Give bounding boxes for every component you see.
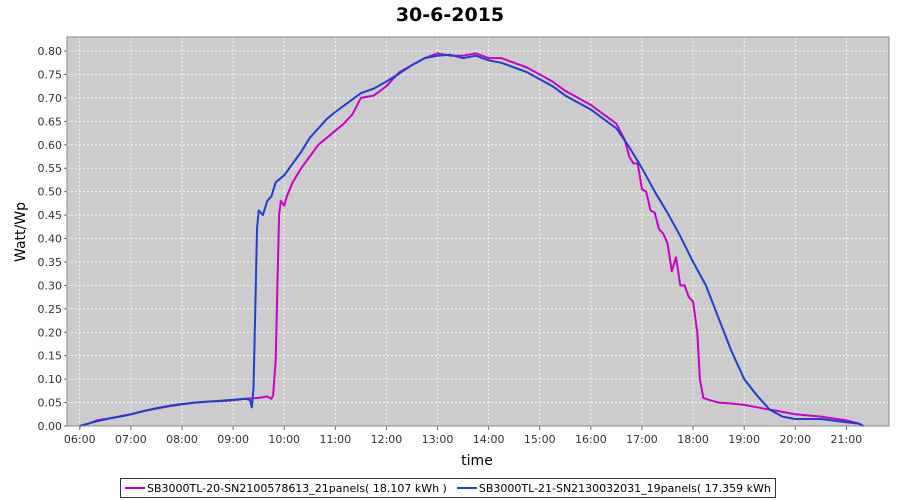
x-tick-label: 06:00 (64, 433, 96, 446)
series-line-2 (79, 53, 864, 427)
x-tick-label: 14:00 (473, 433, 505, 446)
x-tick-label: 12:00 (371, 433, 403, 446)
y-tick-label: 0.65 (38, 115, 63, 128)
x-tick-label: 15:00 (524, 433, 556, 446)
legend-item-series-1: SB3000TL-20-SN2100578613_21panels( 18.10… (125, 482, 447, 495)
legend-label-series-1: SB3000TL-20-SN2100578613_21panels( 18.10… (147, 481, 447, 495)
y-tick-label: 0.70 (38, 92, 63, 105)
x-tick-label: 09:00 (217, 433, 249, 446)
x-tick-label: 08:00 (166, 433, 198, 446)
y-tick-label: 0.75 (38, 68, 63, 81)
x-axis-label: time (461, 453, 493, 469)
y-tick-label: 0.20 (38, 326, 63, 339)
x-tick-label: 10:00 (268, 433, 300, 446)
plot-border (66, 36, 890, 427)
x-tick-label: 16:00 (575, 433, 607, 446)
legend-swatch-series-2 (456, 487, 477, 489)
y-tick-label: 0.80 (38, 45, 63, 58)
plot-area (66, 36, 890, 427)
y-tick-label: 0.30 (38, 279, 63, 292)
legend-swatch-series-1 (125, 487, 145, 489)
y-tick-label: 0.05 (38, 397, 63, 410)
y-tick-label: 0.50 (38, 186, 63, 199)
y-tick-label: 0.00 (38, 420, 63, 433)
x-tick-label: 13:00 (422, 433, 454, 446)
chart-svg: 30-6-2015 Watt/Wp time 0.000.050.100.150… (13, 4, 890, 469)
legend-item-series-2: SB3000TL-21-SN2130032031_19panels( 17.35… (456, 481, 776, 495)
legend-label-series-2: SB3000TL-21-SN2130032031_19panels( 17.35… (478, 481, 776, 495)
x-tick-label: 18:00 (677, 433, 709, 446)
y-tick-label: 0.35 (38, 256, 63, 269)
x-tick-label: 20:00 (779, 433, 811, 446)
legend: SB3000TL-20-SN2100578613_21panels( 18.10… (120, 478, 776, 498)
chart-title: 30-6-2015 (396, 4, 504, 26)
x-tick-label: 11:00 (319, 433, 351, 446)
y-axis-label: Watt/Wp (13, 202, 29, 262)
x-tick-label: 21:00 (831, 433, 863, 446)
y-tick-label: 0.15 (38, 350, 63, 363)
plot-layer: 0.00 0.05 0.10 0.15 0.20 0.25 0.30 0.35 0.40 0.45… (38, 36, 890, 446)
y-tick-label: 0.55 (38, 162, 63, 175)
y-tick-label: 0.60 (38, 139, 63, 152)
y-tick-label: 0.10 (38, 373, 63, 386)
y-tick-label: 0.25 (38, 303, 63, 316)
y-tick-label: 0.40 (38, 233, 63, 246)
x-tick-label: 07:00 (115, 433, 147, 446)
y-tick-label: 0.45 (38, 209, 63, 222)
x-tick-label: 19:00 (728, 433, 760, 446)
x-tick-label: 17:00 (626, 433, 658, 446)
